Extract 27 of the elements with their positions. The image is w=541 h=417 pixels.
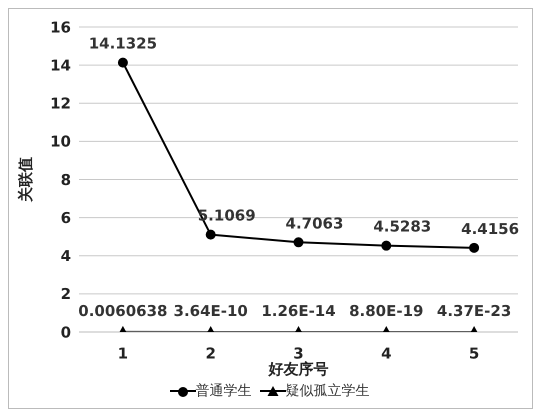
y-tick-label: 2	[60, 285, 71, 304]
data-label: 4.37E-23	[436, 302, 512, 320]
y-tick-label: 16	[50, 18, 71, 36]
y-tick-label: 4	[60, 247, 71, 266]
y-axis-title: 关联值	[16, 157, 34, 203]
y-tick-label: 0	[60, 323, 71, 342]
data-label: 4.5283	[373, 218, 432, 236]
y-tick-label: 12	[50, 94, 71, 113]
x-axis-title: 好友序号	[268, 360, 328, 378]
legend-label: 普通学生	[196, 382, 252, 400]
data-label: 4.4156	[461, 220, 520, 238]
legend-label: 疑似孤立学生	[286, 382, 370, 400]
y-tick-label: 14	[50, 56, 71, 74]
data-label: 1.26E-14	[261, 302, 336, 320]
x-tick-label: 4	[381, 344, 392, 363]
y-tick-label: 6	[60, 208, 71, 227]
y-tick-label: 8	[60, 170, 71, 189]
data-label: 0.0060638	[78, 302, 168, 320]
data-label: 14.1325	[88, 34, 158, 53]
data-label: 8.80E-19	[349, 302, 424, 320]
x-tick-label: 1	[118, 344, 128, 363]
x-tick-label: 3	[293, 344, 304, 363]
x-tick-label: 2	[205, 344, 216, 363]
data-label: 4.7063	[286, 214, 344, 232]
x-tick-label: 5	[468, 344, 480, 363]
y-tick-label: 10	[50, 132, 71, 151]
data-label: 3.64E-10	[174, 302, 248, 320]
